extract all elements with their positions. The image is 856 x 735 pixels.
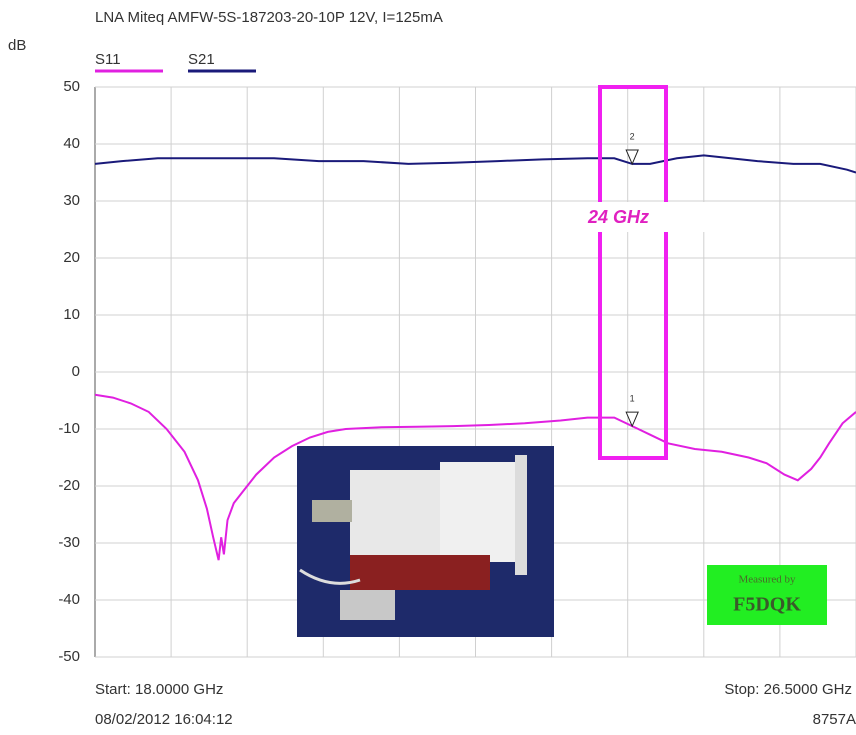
marker [625,411,639,428]
y-tick-label: 10 [63,306,80,323]
chart-title: LNA Miteq AMFW-5S-187203-20-10P 12V, I=1… [95,9,443,26]
legend-label: S21 [188,51,215,68]
legend-label: S11 [95,51,121,68]
y-tick-label: -30 [58,534,80,551]
timestamp: 08/02/2012 16:04:12 [95,711,233,728]
marker [625,149,639,166]
y-tick-label: 20 [63,249,80,266]
y-tick-label: -50 [58,648,80,665]
badge-line1: Measured by [738,574,796,586]
y-tick-label: -20 [58,477,80,494]
badge-line2: F5DQK [733,594,801,616]
y-tick-label: 30 [63,192,80,209]
trace [94,154,856,174]
y-axis-label: dB [8,37,26,54]
marker-label: 1 [630,394,635,404]
start-label: Start: 18.0000 GHz [95,681,223,698]
y-tick-label: 40 [63,135,80,152]
y-tick-label: -40 [58,591,80,608]
y-tick-label: -10 [58,420,80,437]
y-tick-label: 50 [63,78,80,95]
badge: Measured by F5DQK [707,565,827,625]
photo [297,446,554,637]
instrument: 8757A [813,711,856,728]
annotation-bg [585,202,710,232]
trace [94,393,856,561]
stop-label: Stop: 26.5000 GHz [724,681,852,698]
marker-label: 2 [630,131,635,141]
y-tick-label: 0 [72,363,80,380]
highlight-box [598,85,668,460]
annotation: 24 GHz [587,207,649,227]
